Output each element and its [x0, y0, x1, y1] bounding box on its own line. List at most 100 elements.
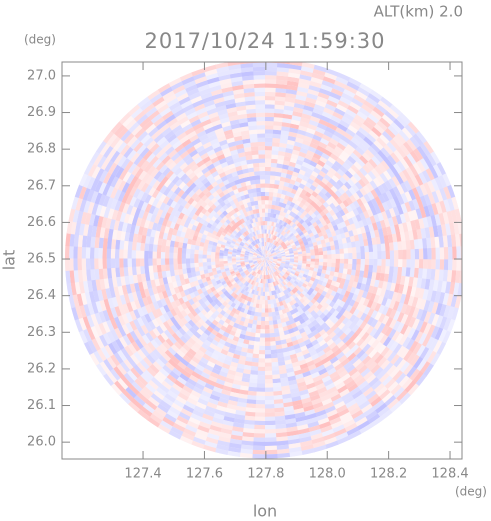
echo-cell	[241, 273, 246, 278]
echo-cell	[316, 96, 329, 104]
echo-cell	[187, 348, 197, 357]
echo-cell	[369, 230, 376, 239]
echo-cell	[355, 349, 366, 360]
echo-cell	[136, 189, 145, 200]
echo-cell	[141, 172, 151, 183]
echo-cell	[394, 332, 404, 345]
echo-cell	[246, 394, 257, 400]
echo-cell	[406, 285, 413, 297]
echo-cell	[227, 446, 241, 453]
echo-cell	[261, 255, 265, 259]
echo-cell	[252, 276, 257, 282]
echo-cell	[265, 91, 277, 97]
echo-cell	[265, 83, 277, 89]
echo-cell	[272, 129, 282, 135]
echo-cell	[230, 219, 236, 226]
echo-cell	[222, 215, 229, 222]
echo-cell	[356, 420, 370, 431]
echo-cell	[216, 269, 222, 274]
echo-cell	[168, 281, 174, 290]
echo-cell	[82, 234, 88, 248]
echo-cell	[267, 299, 271, 305]
echo-cell	[194, 126, 206, 135]
echo-cell	[344, 379, 356, 390]
echo-cell	[354, 181, 364, 191]
echo-cell	[352, 413, 366, 424]
echo-cell	[163, 178, 173, 188]
echo-cell	[301, 62, 316, 70]
echo-cell	[279, 229, 283, 234]
echo-cell	[245, 352, 253, 358]
echo-cell	[402, 222, 409, 233]
echo-cell	[391, 233, 398, 243]
echo-cell	[398, 392, 411, 405]
echo-cell	[404, 276, 410, 287]
echo-cell	[177, 252, 182, 259]
echo-cell	[316, 417, 330, 426]
echo-cell	[389, 104, 403, 117]
echo-cell	[455, 233, 461, 248]
echo-cell	[207, 375, 218, 383]
echo-cell	[151, 285, 159, 295]
echo-cell	[302, 139, 312, 147]
echo-cell	[374, 152, 385, 164]
echo-cell	[160, 257, 166, 266]
echo-cell	[269, 221, 273, 226]
echo-cell	[177, 327, 187, 336]
echo-cell	[255, 179, 261, 185]
echo-cell	[256, 248, 260, 253]
echo-cell	[129, 175, 139, 187]
echo-cell	[364, 173, 374, 184]
echo-cell	[195, 270, 201, 277]
echo-cell	[309, 394, 321, 402]
echo-cell	[71, 195, 80, 210]
echo-cell	[399, 213, 407, 224]
echo-cell	[252, 192, 258, 198]
echo-cell	[289, 387, 300, 394]
echo-cell	[193, 230, 200, 237]
echo-cell	[265, 250, 267, 255]
echo-cell	[416, 145, 428, 159]
echo-cell	[191, 192, 199, 201]
echo-cell	[336, 234, 342, 241]
echo-cell	[331, 175, 340, 183]
echo-cell	[208, 356, 218, 365]
echo-cell	[252, 315, 258, 321]
echo-cell	[234, 270, 240, 275]
echo-cell	[215, 149, 225, 157]
echo-cell	[238, 151, 246, 158]
echo-cell	[264, 254, 265, 259]
echo-cell	[219, 117, 231, 124]
echo-cell	[145, 295, 153, 305]
echo-cell	[260, 225, 264, 230]
echo-cell	[127, 266, 133, 276]
echo-cell	[134, 299, 142, 310]
echo-cell	[295, 94, 308, 102]
echo-cell	[258, 247, 262, 252]
echo-cell	[265, 175, 271, 180]
echo-cell	[252, 258, 257, 260]
echo-cell	[235, 272, 241, 277]
echo-cell	[335, 366, 346, 375]
echo-cell	[260, 251, 263, 256]
echo-cell	[248, 336, 256, 342]
echo-cell	[371, 286, 378, 296]
echo-cell	[431, 302, 439, 315]
echo-cell	[253, 261, 258, 264]
echo-cell	[261, 246, 263, 251]
echo-cell	[230, 296, 236, 303]
echo-cell	[322, 262, 328, 267]
echo-cell	[286, 371, 296, 378]
echo-cell	[377, 212, 385, 222]
echo-cell	[277, 232, 281, 238]
echo-cell	[116, 140, 128, 154]
echo-cell	[195, 428, 209, 437]
echo-cell	[176, 360, 187, 370]
echo-cell	[278, 331, 285, 337]
echo-cell	[136, 374, 149, 387]
echo-cell	[292, 267, 297, 271]
echo-cell	[323, 258, 328, 263]
echo-cell	[112, 228, 118, 240]
echo-cell	[244, 276, 250, 281]
echo-cell	[264, 308, 269, 313]
